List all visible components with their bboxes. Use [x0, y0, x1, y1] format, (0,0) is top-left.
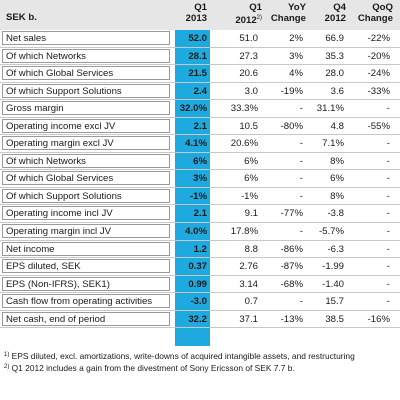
footnote-1: 1) EPS diluted, excl. amortizations, wri…	[4, 351, 355, 361]
table-row: Of which Support Solutions 2.4 3.0 -19% …	[0, 83, 400, 101]
table-body: Net sales 52.0 51.0 2% 66.9 -22% Of whic…	[0, 30, 400, 329]
table-row: Of which Support Solutions -1% -1% - 8% …	[0, 188, 400, 206]
table-row: EPS (Non-IFRS), SEK1) 0.99 3.14 -68% -1.…	[0, 276, 400, 294]
table-row: Net sales 52.0 51.0 2% 66.9 -22%	[0, 30, 400, 48]
table-row: Of which Networks 28.1 27.3 3% 35.3 -20%	[0, 48, 400, 66]
q1-2013-highlight-column	[175, 30, 210, 346]
table-row: Net cash, end of period 32.2 37.1 -13% 3…	[0, 311, 400, 329]
table-row: Operating margin incl JV 4.0% 17.8% - -5…	[0, 223, 400, 241]
table-header: SEK b. Q1 2013 Q1 20122) YoY Change Q4 2…	[0, 0, 400, 30]
table-row: Operating income incl JV 2.1 9.1 -77% -3…	[0, 205, 400, 224]
table-row: Operating income excl JV 2.1 10.5 -80% 4…	[0, 118, 400, 136]
footnote-ref: 2)	[256, 15, 262, 21]
column-header-yoy: YoY Change	[270, 2, 306, 24]
footnote-2: 2) Q1 2012 includes a gain from the dive…	[4, 363, 295, 373]
unit-label: SEK b.	[6, 12, 37, 23]
table-row: Operating margin excl JV 4.1% 20.6% - 7.…	[0, 135, 400, 153]
table-row: Net income 1.2 8.8 -86% -6.3 -	[0, 241, 400, 259]
table-row: EPS diluted, SEK 0.37 2.76 -87% -1.99 -	[0, 258, 400, 276]
column-header-q1-2012: Q1 20122)	[235, 2, 262, 26]
column-header-q1-2013: Q1 2013	[185, 2, 207, 24]
table-row: Cash flow from operating activities -3.0…	[0, 293, 400, 311]
table-row: Of which Global Services 3% 6% - 6% -	[0, 170, 400, 188]
column-header-q4-2012: Q4 2012	[324, 2, 346, 24]
footnotes: 1) EPS diluted, excl. amortizations, wri…	[4, 350, 398, 374]
table-row: Of which Networks 6% 6% - 8% -	[0, 153, 400, 171]
table-row: Of which Global Services 21.5 20.6 4% 28…	[0, 65, 400, 83]
column-header-qoq: QoQ Change	[357, 2, 393, 24]
table-row: Gross margin 32.0% 33.3% - 31.1% -	[0, 100, 400, 118]
